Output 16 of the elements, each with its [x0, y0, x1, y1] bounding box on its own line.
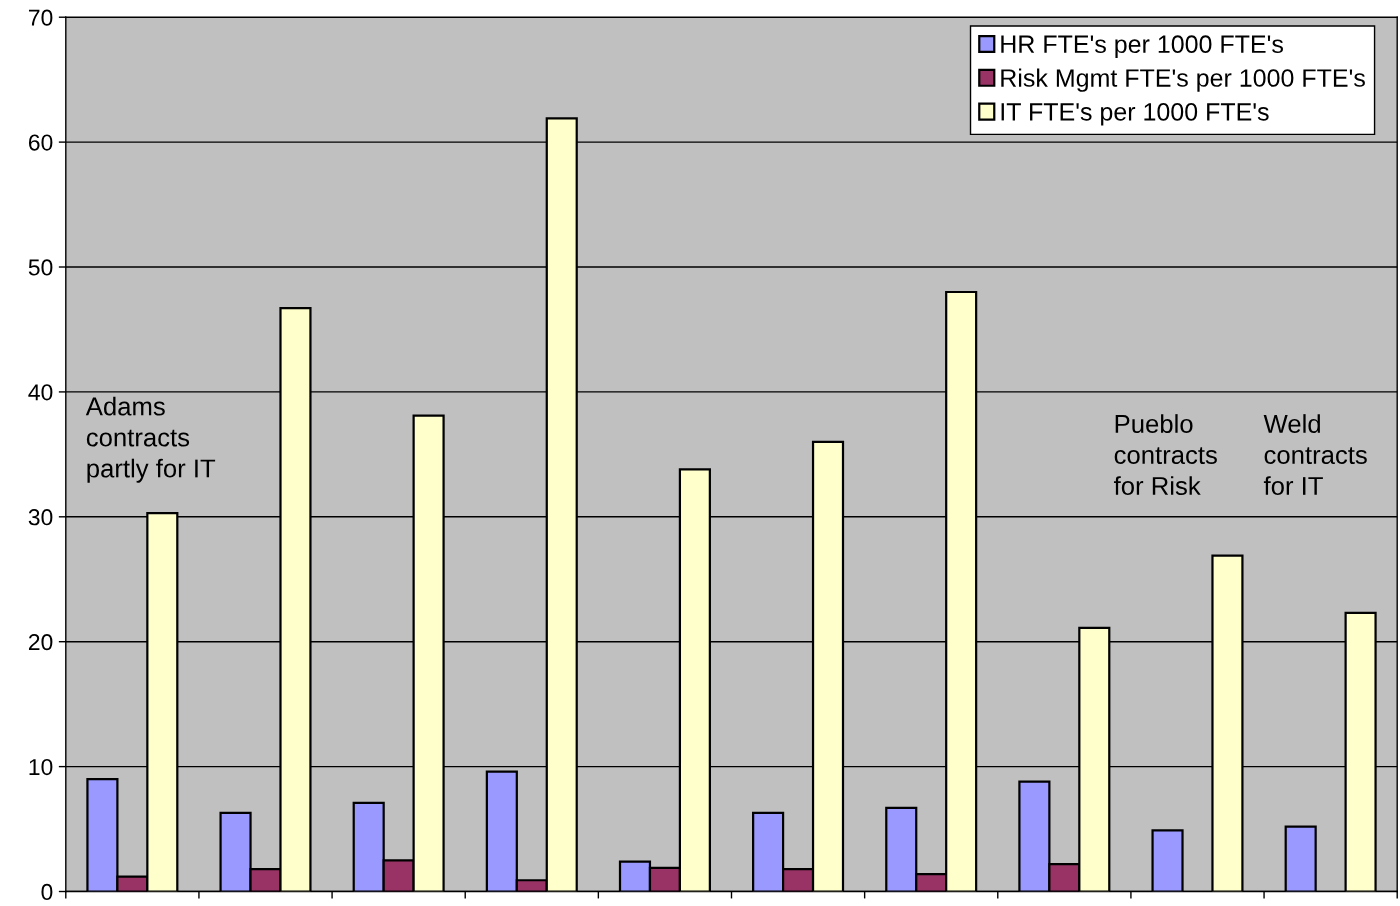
y-tick-label: 10	[29, 758, 53, 776]
y-tick-label: 40	[28, 384, 53, 401]
annotation: Pueblo contracts for Risk	[1113, 414, 1217, 496]
bar	[1284, 825, 1317, 892]
y-tick-label: 70	[28, 9, 53, 26]
y-tick-label: 50	[28, 259, 53, 276]
annotation: Weld contracts for IT	[1263, 414, 1367, 496]
legend-label: IT FTE's per 1000 FTE's	[1001, 102, 1269, 126]
legend-label: HR FTE's per 1000 FTE's	[1001, 35, 1283, 59]
y-tick-label: 0	[41, 883, 53, 901]
y-tick-label: 60	[28, 134, 53, 151]
y-tick-label: 30	[28, 509, 53, 526]
y-tick-label: 20	[28, 634, 53, 651]
annotation: Adams contracts partly for IT	[85, 396, 216, 483]
bar	[1151, 829, 1184, 892]
legend-label: Risk Mgmt FTE's per 1000 FTE's	[1001, 68, 1365, 92]
